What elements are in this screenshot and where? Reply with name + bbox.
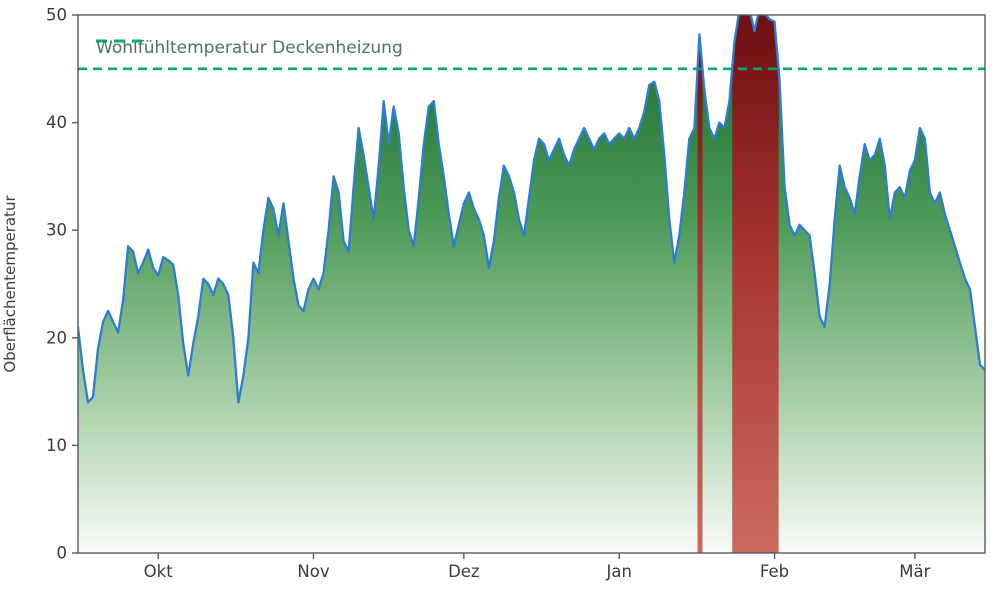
- y-tick-label: 0: [57, 544, 68, 563]
- legend-label: Wohlfühltemperatur Deckenheizung: [96, 38, 403, 58]
- legend-dashed-line-icon: [96, 39, 142, 43]
- over-threshold-area: [732, 15, 779, 553]
- y-tick-label: 20: [46, 328, 67, 347]
- y-tick-label: 50: [46, 6, 67, 25]
- over-threshold-area: [697, 34, 703, 553]
- temperature-line: [78, 15, 985, 404]
- legend: Wohlfühltemperatur Deckenheizung: [96, 38, 403, 58]
- y-tick-label: 40: [46, 113, 67, 132]
- y-tick-label: 10: [46, 436, 67, 455]
- x-tick-label: Jan: [605, 562, 631, 581]
- x-tick-label: Mär: [899, 562, 930, 581]
- x-tick-label: Dez: [448, 562, 480, 581]
- x-tick-label: Nov: [297, 562, 329, 581]
- y-axis-label: Oberflächentemperatur: [1, 195, 19, 373]
- x-tick-label: Okt: [144, 562, 174, 581]
- y-tick-label: 30: [46, 221, 67, 240]
- plot-frame: [77, 14, 986, 554]
- temperature-area: [78, 15, 985, 553]
- x-tick-label: Feb: [760, 562, 789, 581]
